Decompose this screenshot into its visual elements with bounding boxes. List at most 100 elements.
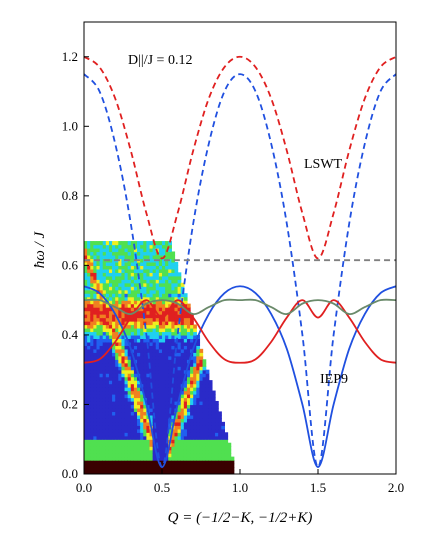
intensity-cell — [102, 390, 107, 395]
intensity-cell — [118, 310, 123, 315]
intensity-cell — [168, 373, 172, 378]
intensity-cell — [193, 453, 197, 458]
intensity-cell — [124, 241, 129, 246]
intensity-cell — [183, 355, 188, 360]
intensity-cell — [183, 411, 188, 416]
intensity-cell — [140, 359, 144, 364]
intensity-cell — [152, 317, 157, 322]
intensity-cell — [162, 376, 166, 381]
intensity-cell — [174, 321, 179, 326]
intensity-cell — [171, 279, 176, 284]
intensity-cell — [118, 418, 123, 423]
intensity-cell — [87, 439, 91, 444]
intensity-cell — [108, 275, 113, 280]
intensity-cell — [215, 463, 219, 468]
intensity-cell — [90, 394, 94, 399]
intensity-cell — [180, 307, 185, 312]
intensity-cell — [158, 369, 163, 374]
intensity-cell — [137, 314, 141, 319]
intensity-cell — [90, 456, 94, 461]
intensity-cell — [96, 241, 101, 246]
intensity-cell — [93, 268, 98, 273]
intensity-cell — [174, 279, 179, 284]
intensity-cell — [118, 380, 123, 385]
intensity-cell — [140, 241, 144, 246]
intensity-cell — [105, 400, 110, 406]
intensity-cell — [140, 251, 144, 256]
intensity-cell — [93, 310, 98, 315]
intensity-cell — [177, 456, 182, 461]
intensity-cell — [155, 383, 160, 388]
intensity-cell — [199, 442, 204, 447]
intensity-cell — [99, 442, 104, 447]
intensity-cell — [112, 286, 116, 291]
intensity-cell — [108, 334, 113, 339]
intensity-cell — [146, 296, 151, 301]
intensity-cell — [149, 324, 154, 329]
intensity-cell — [190, 400, 194, 406]
intensity-cell — [130, 369, 135, 374]
intensity-cell — [121, 449, 126, 454]
intensity-cell — [93, 407, 98, 413]
intensity-cell — [143, 435, 147, 440]
intensity-cell — [177, 467, 182, 472]
intensity-cell — [224, 467, 229, 472]
intensity-cell — [152, 369, 157, 374]
intensity-cell — [137, 341, 141, 346]
intensity-cell — [218, 421, 222, 426]
intensity-cell — [215, 435, 219, 440]
intensity-cell — [124, 453, 129, 458]
intensity-cell — [177, 366, 182, 371]
intensity-cell — [140, 435, 144, 440]
intensity-cell — [99, 414, 104, 419]
intensity-cell — [121, 338, 126, 343]
intensity-cell — [108, 435, 113, 440]
intensity-cell — [96, 470, 101, 474]
intensity-cell — [108, 407, 113, 413]
intensity-cell — [121, 293, 126, 298]
intensity-cell — [158, 289, 163, 294]
intensity-cell — [174, 317, 179, 322]
intensity-cell — [158, 470, 163, 474]
intensity-cell — [174, 362, 179, 367]
intensity-cell — [149, 352, 154, 357]
intensity-cell — [158, 456, 163, 461]
intensity-cell — [174, 272, 179, 277]
intensity-cell — [115, 331, 119, 336]
intensity-cell — [115, 435, 119, 440]
intensity-cell — [174, 463, 179, 468]
intensity-cell — [215, 453, 219, 458]
intensity-cell — [90, 428, 94, 433]
intensity-cell — [102, 463, 107, 468]
intensity-cell — [162, 387, 166, 392]
intensity-cell — [90, 383, 94, 388]
intensity-cell — [158, 261, 163, 266]
intensity-cell — [130, 251, 135, 256]
intensity-cell — [115, 282, 119, 287]
intensity-cell — [143, 293, 147, 298]
intensity-cell — [99, 251, 104, 256]
intensity-cell — [99, 327, 104, 333]
intensity-cell — [96, 387, 101, 392]
intensity-cell — [112, 254, 116, 260]
intensity-cell — [115, 397, 119, 402]
intensity-cell — [140, 453, 144, 458]
intensity-cell — [174, 442, 179, 447]
intensity-cell — [186, 453, 191, 458]
intensity-cell — [121, 317, 126, 322]
intensity-cell — [174, 387, 179, 392]
intensity-cell — [137, 390, 141, 395]
intensity-cell — [177, 432, 182, 437]
intensity-cell — [130, 456, 135, 461]
intensity-cell — [84, 251, 88, 256]
intensity-cell — [102, 324, 107, 329]
intensity-cell — [99, 435, 104, 440]
intensity-cell — [155, 254, 160, 260]
intensity-cell — [96, 453, 101, 458]
intensity-cell — [180, 442, 185, 447]
intensity-cell — [149, 321, 154, 326]
intensity-cell — [215, 421, 219, 426]
intensity-cell — [90, 261, 94, 266]
intensity-cell — [168, 261, 172, 266]
intensity-cell — [108, 324, 113, 329]
